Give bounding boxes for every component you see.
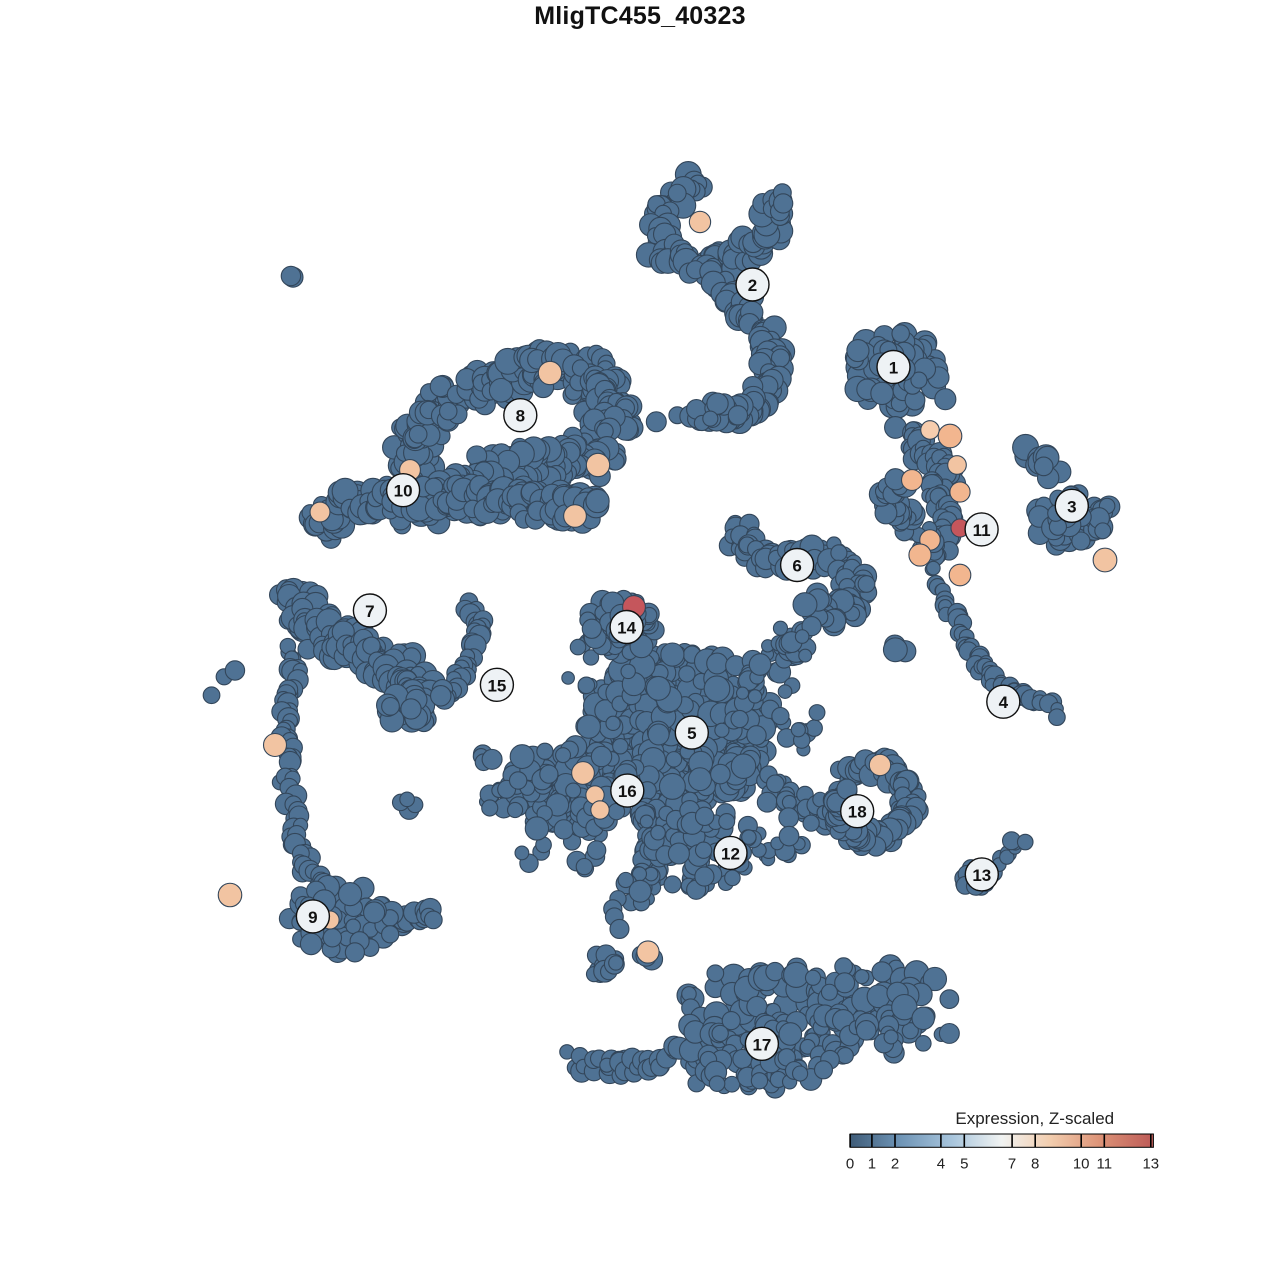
svg-text:16: 16 <box>618 782 637 801</box>
svg-text:Expression, Z-scaled: Expression, Z-scaled <box>955 1109 1114 1128</box>
svg-text:14: 14 <box>617 619 636 638</box>
svg-text:2: 2 <box>748 276 757 295</box>
svg-text:13: 13 <box>1142 1155 1159 1172</box>
svg-text:7: 7 <box>1008 1155 1016 1172</box>
svg-text:11: 11 <box>1097 1155 1113 1172</box>
svg-text:12: 12 <box>721 844 740 863</box>
svg-text:7: 7 <box>365 602 374 621</box>
svg-text:8: 8 <box>1031 1155 1039 1172</box>
svg-text:4: 4 <box>937 1155 945 1172</box>
svg-text:17: 17 <box>752 1035 771 1054</box>
svg-text:18: 18 <box>848 803 867 822</box>
svg-text:8: 8 <box>516 407 525 426</box>
svg-text:10: 10 <box>394 482 413 501</box>
svg-text:15: 15 <box>487 676 506 695</box>
svg-text:3: 3 <box>1067 497 1076 516</box>
svg-text:1: 1 <box>868 1155 876 1172</box>
svg-text:1: 1 <box>889 359 898 378</box>
svg-text:0: 0 <box>846 1155 854 1172</box>
svg-text:13: 13 <box>972 866 991 885</box>
svg-text:9: 9 <box>308 908 317 927</box>
svg-text:11: 11 <box>973 521 991 540</box>
svg-text:5: 5 <box>687 724 696 743</box>
svg-text:2: 2 <box>891 1155 899 1172</box>
svg-text:4: 4 <box>999 693 1009 712</box>
svg-text:5: 5 <box>960 1155 968 1172</box>
svg-text:6: 6 <box>792 557 801 576</box>
svg-text:10: 10 <box>1073 1155 1090 1172</box>
